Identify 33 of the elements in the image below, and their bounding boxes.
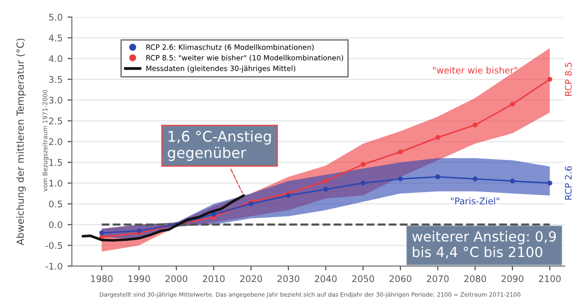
y-tick-label: -1.0 (46, 262, 62, 270)
y-tick-label: 2.5 (49, 118, 62, 124)
y-tick-label: -0.5 (46, 242, 62, 249)
y-tick-label: 3.0 (49, 96, 62, 104)
x-tick-label: 2100 (538, 275, 561, 282)
y-tick-label: 2.0 (49, 138, 62, 146)
y-tick-label: 5.0 (49, 14, 62, 21)
x-tick-label: 2080 (464, 275, 486, 282)
y-tick-label: 1.0 (49, 180, 62, 187)
text: RCP 8.5 (564, 62, 572, 96)
x-tick-label: 2070 (426, 275, 449, 282)
x-tick-label: 2060 (390, 275, 412, 282)
x-tick-label: 2040 (314, 275, 337, 282)
y-tick-label: 3.5 (49, 76, 62, 83)
annotation: "Paris-Ziel" (451, 197, 500, 204)
y-tick-label: 1.5 (49, 159, 62, 166)
x-tick-label: 2010 (202, 275, 225, 282)
y-axis-title: Abweichung der mittleren Temperatur (°C) (16, 38, 26, 246)
x-tick-label: 1990 (128, 275, 150, 282)
text: RCP 2.6 (564, 166, 572, 200)
y-tick-label: 0.5 (49, 200, 62, 208)
y-tick-label: 0.0 (49, 221, 62, 228)
x-tick-label: 1980 (91, 275, 113, 282)
annotation: 1,6 °C-Anstieg gegenüber (168, 130, 271, 161)
y-tick-label: 4.0 (48, 55, 62, 62)
x-tick-label: 2090 (502, 275, 524, 282)
x-tick-label: 2050 (352, 275, 374, 282)
annotation: "weiter wie bisher" (433, 66, 518, 74)
y-tick-label: 4.5 (48, 34, 62, 42)
x-tick-label: 2020 (240, 275, 262, 282)
annotation: weiterer Anstieg: 0,9 bis 4,4 °C bis 2100 (412, 230, 556, 259)
x-tick-label: 2000 (166, 275, 188, 282)
x-tick-label: 2030 (278, 275, 300, 282)
